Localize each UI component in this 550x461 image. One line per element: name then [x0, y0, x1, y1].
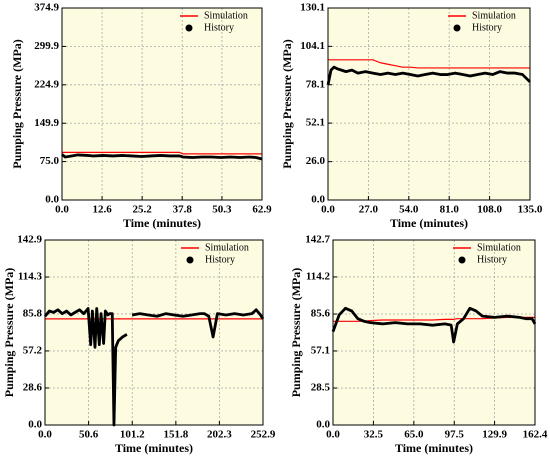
- x-tick-label: 27.0: [359, 204, 379, 216]
- x-tick-label: 108.0: [477, 204, 502, 216]
- series-line: [331, 306, 537, 344]
- legend-swatch: [186, 256, 194, 264]
- plot-frame: [327, 7, 531, 201]
- panel: 0.0 75.0 149.9 224.9 299.9 374.9 0.0 12.6 25.2 37…: [10, 2, 272, 230]
- x-tick-label: 65.0: [404, 429, 424, 441]
- plot-area: [62, 8, 262, 200]
- y-tick-label: 374.9: [34, 2, 59, 14]
- y-tick-label: 28.5: [311, 382, 331, 394]
- x-tick-label: 81.0: [440, 204, 460, 216]
- y-tick-label: 0.0: [28, 419, 42, 431]
- series-line: [326, 65, 531, 86]
- y-axis-title: Pumping Pressure (MPa): [280, 39, 294, 169]
- legend-swatch: [185, 24, 193, 32]
- y-axis-title: Pumping Pressure (MPa): [10, 39, 24, 169]
- legend-label: Simulation: [204, 10, 248, 21]
- y-tick-label: 52.1: [306, 117, 325, 129]
- x-axis-title: Time (minutes): [123, 216, 201, 230]
- x-tick-label: 50.3: [212, 204, 232, 216]
- panel: 0.0 28.5 57.1 85.6 114.2 142.7 0.0 32.5 65.0 97.5…: [289, 234, 548, 455]
- x-tick-label: 162.4: [523, 429, 548, 441]
- series-line: [62, 151, 262, 155]
- y-tick-label: 85.6: [311, 308, 331, 320]
- x-tick-label: 202.3: [207, 429, 232, 441]
- legend-label: Simulation: [472, 10, 516, 21]
- y-tick-label: 57.2: [23, 344, 43, 356]
- x-tick-label: 37.8: [173, 204, 193, 216]
- x-tick-label: 50.6: [79, 429, 99, 441]
- x-axis-title: Time (minutes): [390, 216, 468, 230]
- x-axis-title: Time (minutes): [115, 441, 193, 455]
- legend-label: History: [472, 22, 502, 33]
- y-tick-label: 224.9: [34, 78, 59, 90]
- legend-swatch: [458, 256, 466, 264]
- panel: 0.0 26.0 52.1 78.1 104.1 130.1 0.0 27.0 54.0 81.0…: [280, 2, 543, 230]
- x-tick-label: 32.5: [364, 429, 384, 441]
- x-tick-label: 54.0: [399, 204, 419, 216]
- x-tick-label: 0.0: [38, 429, 52, 441]
- legend-label: Simulation: [477, 242, 521, 253]
- legend-swatch: [453, 24, 461, 32]
- series-line: [43, 307, 265, 427]
- x-tick-label: 151.8: [163, 429, 188, 441]
- y-axis-title: Pumping Pressure (MPa): [2, 268, 16, 398]
- y-tick-label: 149.9: [34, 117, 59, 129]
- y-axis-title: Pumping Pressure (MPa): [289, 268, 303, 398]
- y-tick-label: 28.6: [23, 382, 43, 394]
- plot-frame: [44, 239, 264, 426]
- plot-area: [45, 240, 263, 425]
- panel: 0.0 28.6 57.2 85.8 114.3 142.9 0.0 50.6 101.2 151…: [2, 234, 276, 455]
- series-line: [328, 59, 530, 69]
- x-tick-label: 0.0: [321, 204, 335, 216]
- x-tick-label: 135.0: [518, 204, 543, 216]
- plot-frame: [61, 7, 263, 201]
- x-tick-label: 97.5: [445, 429, 465, 441]
- y-tick-label: 85.8: [23, 307, 43, 319]
- x-tick-label: 0.0: [326, 429, 340, 441]
- y-tick-label: 0.0: [311, 194, 325, 206]
- y-tick-label: 0.0: [316, 419, 330, 431]
- y-tick-label: 75.0: [40, 155, 60, 167]
- plot-area: [328, 8, 530, 200]
- plot-area: [333, 240, 535, 425]
- x-tick-label: 62.9: [252, 204, 272, 216]
- legend-label: Simulation: [205, 242, 249, 253]
- x-tick-label: 252.9: [251, 429, 276, 441]
- series-line: [61, 153, 263, 161]
- y-tick-label: 142.9: [17, 234, 42, 246]
- y-tick-label: 57.1: [311, 345, 330, 357]
- legend-label: History: [477, 254, 507, 265]
- x-tick-label: 12.6: [92, 204, 112, 216]
- legend-label: History: [205, 254, 235, 265]
- x-axis-title: Time (minutes): [395, 441, 473, 455]
- legend-label: History: [204, 22, 234, 33]
- y-tick-label: 0.0: [45, 194, 59, 206]
- plot-frame: [332, 239, 536, 426]
- y-tick-label: 26.0: [306, 155, 326, 167]
- y-tick-label: 104.1: [300, 40, 325, 52]
- y-tick-label: 78.1: [306, 78, 325, 90]
- y-tick-label: 142.7: [305, 234, 330, 246]
- y-tick-label: 114.3: [18, 271, 43, 283]
- x-tick-label: 101.2: [120, 429, 145, 441]
- y-tick-label: 114.2: [306, 270, 331, 282]
- x-tick-label: 129.9: [482, 429, 507, 441]
- y-tick-label: 299.9: [34, 40, 59, 52]
- x-tick-label: 25.2: [133, 204, 153, 216]
- x-tick-label: 0.0: [55, 204, 69, 216]
- y-tick-label: 130.1: [300, 2, 325, 14]
